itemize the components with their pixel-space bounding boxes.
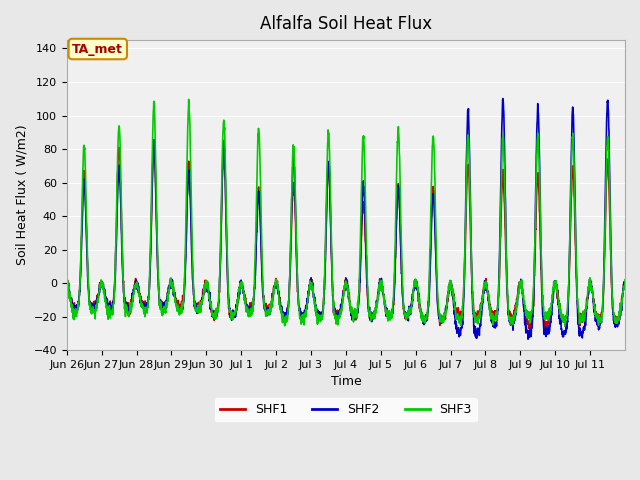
SHF1 (541, 327, 548, 333)
SHF3 (185, 96, 193, 102)
SHF3 (546, 312, 554, 318)
Title: Alfalfa Soil Heat Flux: Alfalfa Soil Heat Flux (260, 15, 432, 33)
SHF1 (63, 279, 70, 285)
SHF1 (150, 141, 158, 147)
SHF1 (621, 279, 629, 285)
Line: SHF3: SHF3 (67, 99, 625, 326)
SHF3 (63, 278, 70, 284)
SHF3 (380, 295, 387, 300)
X-axis label: Time: Time (330, 375, 361, 388)
Line: SHF2: SHF2 (67, 98, 625, 339)
Text: TA_met: TA_met (72, 43, 124, 56)
SHF3 (515, 290, 522, 296)
Y-axis label: Soil Heat Flux ( W/m2): Soil Heat Flux ( W/m2) (15, 125, 28, 265)
Line: SHF1: SHF1 (67, 144, 625, 330)
Legend: SHF1, SHF2, SHF3: SHF1, SHF2, SHF3 (215, 398, 477, 421)
SHF1 (380, 293, 387, 299)
SHF1 (614, 318, 621, 324)
SHF2 (499, 96, 507, 101)
SHF3 (118, 252, 126, 257)
SHF2 (614, 324, 621, 330)
SHF2 (515, 292, 522, 298)
SHF3 (621, 277, 629, 283)
SHF1 (239, 288, 247, 293)
SHF2 (546, 322, 554, 328)
SHF1 (118, 260, 126, 266)
SHF2 (524, 336, 532, 342)
SHF1 (515, 287, 522, 293)
SHF3 (614, 315, 621, 321)
SHF2 (621, 279, 629, 285)
SHF2 (380, 291, 387, 297)
SHF3 (561, 324, 569, 329)
SHF2 (118, 265, 126, 271)
SHF2 (239, 287, 247, 292)
SHF3 (239, 288, 247, 294)
SHF1 (546, 313, 554, 319)
SHF2 (63, 275, 70, 281)
